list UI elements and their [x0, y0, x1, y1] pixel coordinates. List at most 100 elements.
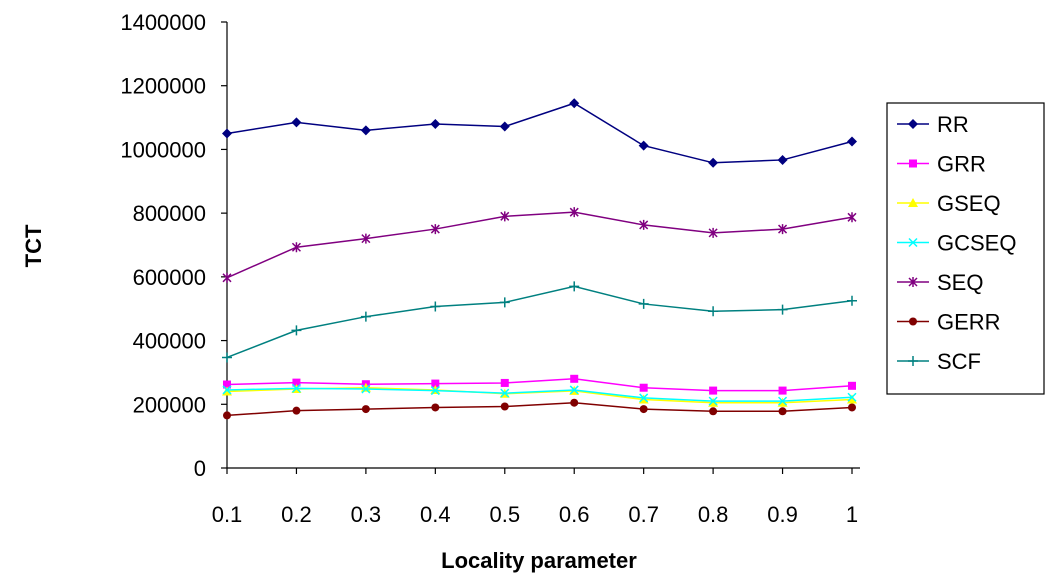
legend-item-rr: RR: [897, 112, 969, 137]
data-point: [778, 407, 787, 416]
legend-marker: [909, 159, 917, 168]
y-tick-label: 200000: [133, 392, 206, 417]
data-point: [778, 224, 788, 235]
x-tick-label: 1: [846, 502, 858, 527]
legend-marker: [909, 317, 917, 326]
x-tick-label: 0.1: [212, 502, 243, 527]
legend-label: GSEQ: [937, 191, 1001, 216]
data-point: [848, 403, 856, 412]
data-point: [500, 402, 509, 411]
data-point: [708, 396, 718, 406]
series-line: [226, 102, 853, 164]
x-tick-label: 0.7: [628, 502, 659, 527]
data-point: [778, 386, 787, 395]
data-point: [638, 140, 649, 151]
y-tick-label: 0: [194, 456, 206, 481]
data-point: [847, 295, 857, 306]
legend: RR GRR GSEQ GCSEQ SEQ GERR SCF: [886, 102, 1045, 395]
data-point: [291, 117, 302, 128]
x-tick-label: 0.4: [420, 502, 451, 527]
y-tick-label: 600000: [133, 265, 206, 290]
data-point: [569, 385, 579, 395]
data-point: [570, 398, 579, 407]
data-point: [708, 227, 718, 238]
x-tick-label: 0.8: [698, 502, 729, 527]
legend-marker: [908, 356, 918, 366]
data-point: [222, 272, 232, 283]
data-point: [431, 379, 440, 388]
data-point: [778, 396, 788, 406]
series-seq: [222, 207, 857, 283]
data-point: [360, 311, 371, 322]
data-point: [499, 297, 510, 308]
data-point: [777, 304, 788, 315]
data-point: [639, 393, 649, 403]
data-point: [430, 301, 441, 312]
x-tick-labels: 0.1 0.2 0.3 0.4 0.5 0.6 0.7 0.8 0.9 1: [212, 502, 858, 527]
series-line: [226, 285, 853, 359]
data-point: [499, 121, 510, 132]
y-axis-title: TCT: [21, 224, 46, 267]
legend-item-gerr: GERR: [897, 310, 1001, 335]
data-point: [569, 98, 580, 109]
legend-label: SCF: [937, 349, 981, 374]
legend-label: SEQ: [937, 270, 983, 295]
data-point: [430, 384, 441, 394]
data-point: [431, 403, 440, 412]
data-point: [292, 378, 301, 387]
data-point: [361, 233, 371, 244]
x-tick-label: 0.9: [767, 502, 798, 527]
legend-marker: [908, 237, 918, 248]
series-gseq: [222, 382, 857, 407]
data-point: [708, 306, 719, 317]
x-tick-label: 0.3: [351, 502, 382, 527]
data-point: [500, 388, 510, 398]
data-point: [500, 378, 509, 387]
legend-marker: [908, 119, 918, 129]
data-point: [360, 125, 371, 136]
legend-label: GCSEQ: [937, 231, 1016, 256]
data-point: [639, 383, 648, 392]
data-point: [639, 219, 649, 230]
data-point: [361, 405, 370, 414]
series-scf: [222, 281, 857, 363]
data-point: [847, 212, 857, 223]
legend-box: [886, 102, 1045, 395]
y-tick-label: 400000: [133, 329, 206, 354]
data-point: [361, 384, 371, 394]
data-point: [709, 386, 718, 395]
data-point: [430, 224, 440, 235]
data-point: [847, 136, 857, 147]
legend-label: GRR: [937, 152, 986, 177]
y-tick-label: 800000: [133, 201, 206, 226]
x-tick-label: 0.6: [559, 502, 590, 527]
data-point: [569, 207, 579, 218]
data-point: [500, 211, 510, 222]
data-point: [639, 405, 648, 414]
legend-label: GERR: [937, 310, 1001, 335]
x-tick-label: 0.5: [489, 502, 520, 527]
series-rr: [222, 98, 857, 168]
axes: [221, 21, 860, 474]
data-point: [292, 406, 301, 415]
data-point: [430, 386, 440, 396]
data-point: [638, 298, 649, 309]
x-tick-label: 0.2: [281, 502, 312, 527]
data-point: [708, 157, 719, 168]
data-point: [777, 154, 788, 165]
x-axis-title: Locality parameter: [441, 548, 637, 573]
data-point: [847, 392, 857, 402]
data-point: [291, 383, 301, 393]
data-point: [222, 385, 232, 395]
data-point: [223, 411, 231, 420]
series-line: [226, 387, 853, 402]
data-point: [569, 281, 580, 292]
y-tick-label: 1200000: [120, 74, 206, 99]
legend-label: RR: [937, 112, 969, 137]
series-gerr: [223, 398, 856, 420]
legend-item-gseq: GSEQ: [897, 191, 1001, 216]
legend-marker: [908, 198, 918, 207]
series-gcseq: [222, 383, 857, 406]
data-point: [709, 407, 718, 416]
